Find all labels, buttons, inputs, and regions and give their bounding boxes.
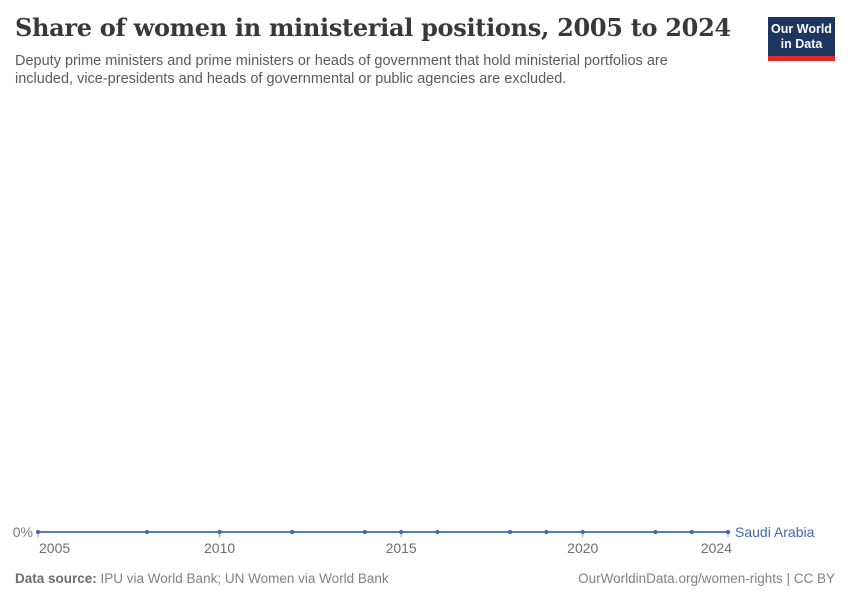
data-source-note: Data source: IPU via World Bank; UN Wome… — [15, 571, 389, 586]
x-axis-tick-label: 2024 — [701, 540, 732, 556]
owid-logo-line1: Our World — [771, 22, 832, 36]
line-chart-plot-area[interactable]: 2005 2010 2015 2020 2024 0% Saudi Arabia — [0, 100, 850, 566]
data-source-label: Data source: — [15, 571, 97, 586]
chart-title: Share of women in ministerial positions,… — [15, 13, 731, 42]
y-axis-tick-label: 0% — [13, 524, 33, 540]
x-axis-tick-label: 2005 — [39, 540, 70, 556]
owid-logo-line2: in Data — [780, 36, 823, 51]
entity-label[interactable]: Saudi Arabia — [735, 524, 815, 540]
x-axis-tick-label: 2010 — [204, 540, 235, 556]
data-point[interactable] — [35, 529, 41, 535]
chart-header: Share of women in ministerial positions,… — [0, 0, 850, 88]
chart-footer: Data source: IPU via World Bank; UN Wome… — [0, 571, 850, 586]
data-point[interactable] — [689, 529, 694, 535]
data-source-text: IPU via World Bank; UN Women via World B… — [96, 571, 389, 586]
data-point[interactable] — [144, 529, 150, 535]
data-point[interactable] — [362, 529, 367, 535]
x-axis-tick-label: 2020 — [567, 540, 598, 556]
data-point[interactable] — [725, 529, 731, 535]
x-axis-tick-label: 2015 — [386, 540, 417, 556]
data-point[interactable] — [399, 529, 404, 535]
data-point[interactable] — [217, 529, 222, 535]
data-point[interactable] — [435, 529, 440, 535]
title-block: Share of women in ministerial positions,… — [15, 13, 731, 88]
data-point[interactable] — [508, 529, 513, 535]
owid-logo[interactable]: Our World in Data — [768, 17, 835, 61]
data-point[interactable] — [544, 529, 549, 535]
data-point[interactable] — [653, 529, 658, 535]
data-point[interactable] — [290, 529, 295, 535]
data-point[interactable] — [580, 529, 585, 535]
chart-subtitle: Deputy prime ministers and prime ministe… — [15, 52, 668, 87]
citation-link[interactable]: OurWorldinData.org/women-rights | CC BY — [578, 571, 835, 586]
